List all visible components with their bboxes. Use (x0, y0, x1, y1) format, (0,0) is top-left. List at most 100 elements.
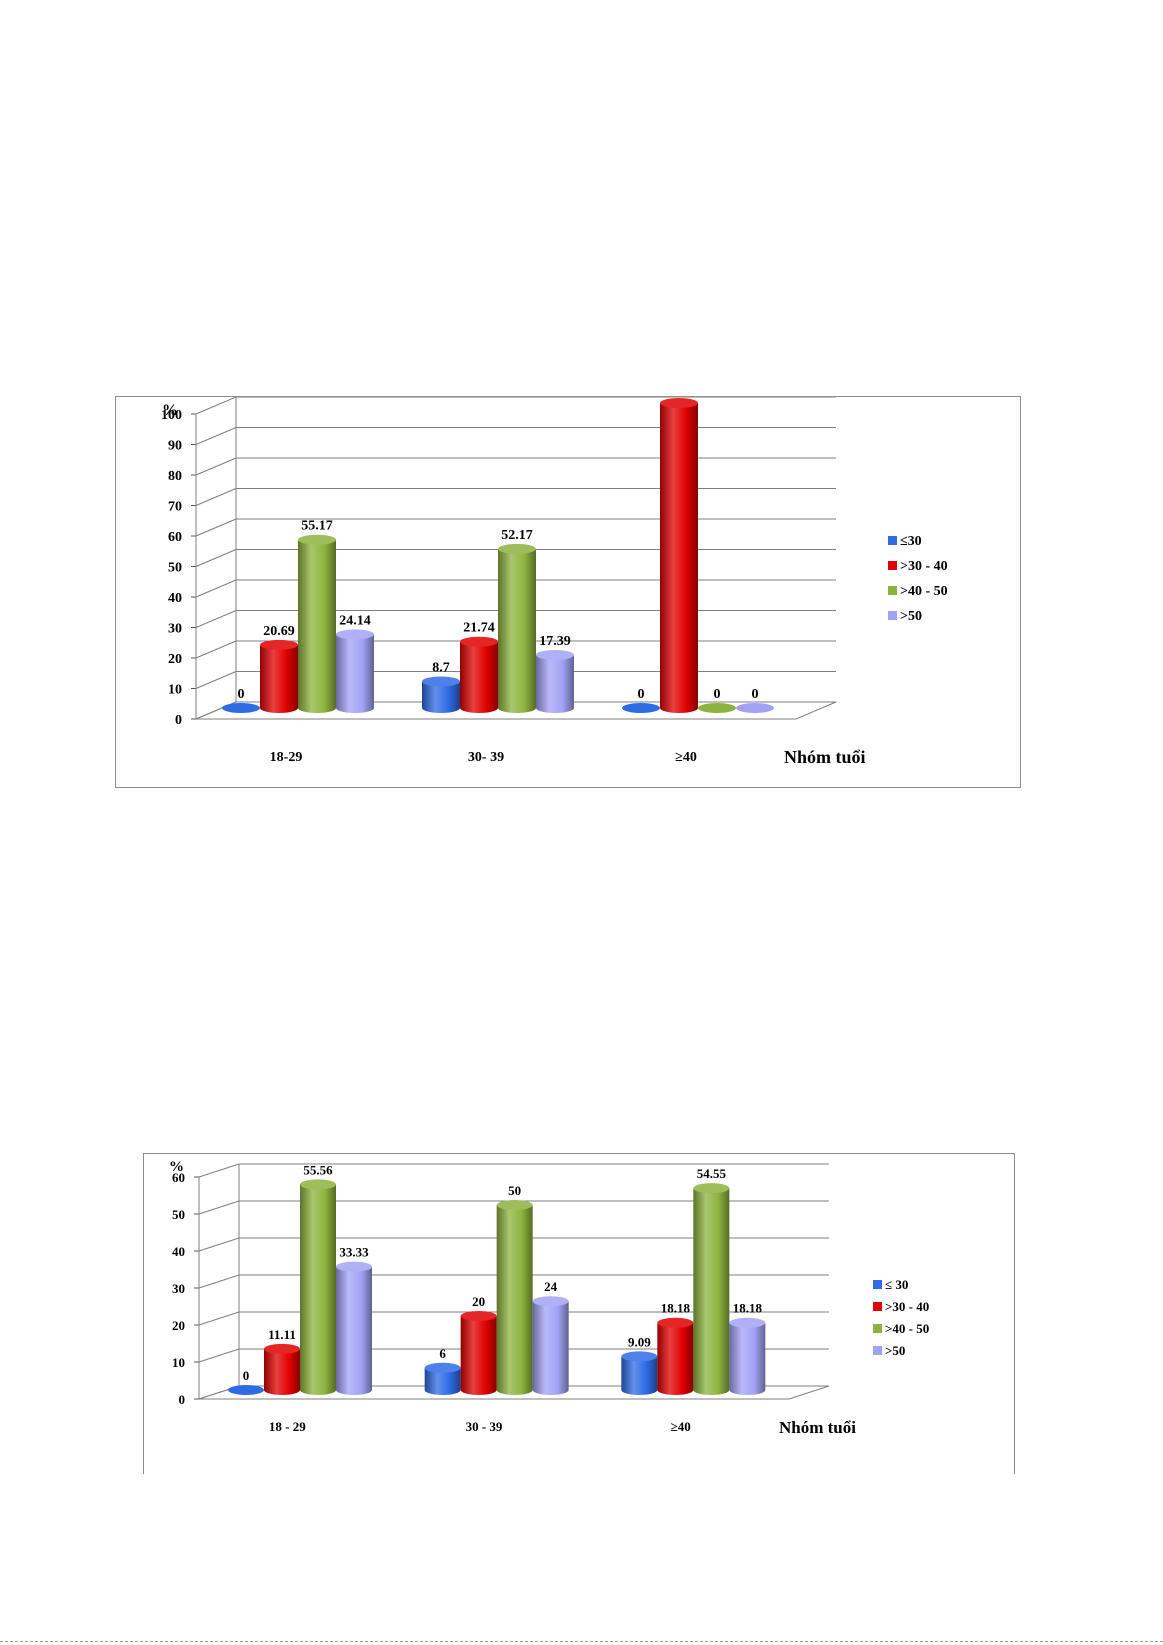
y-tick-label: 100 (161, 408, 182, 423)
data-label: 9.09 (628, 1334, 651, 1349)
y-tick-label: 10 (172, 1355, 185, 1370)
bar-body (536, 654, 574, 713)
legend-swatch (873, 1302, 882, 1311)
chart-1: 0 10 20 30 40 50 60 70 80 90 100% 0 20.69 55.17 24.14 1… (115, 396, 1021, 788)
data-label: 6 (439, 1346, 446, 1361)
data-label: 24.14 (339, 613, 371, 628)
gridline-side (198, 1163, 240, 1178)
bar-zero-disc (222, 703, 260, 713)
bar-top (660, 398, 698, 408)
bar-body (460, 641, 498, 713)
bar-top (298, 534, 336, 545)
bar-top (264, 1343, 300, 1354)
bar-top (496, 1200, 533, 1210)
bar-body (298, 539, 336, 713)
bar-top (424, 1362, 461, 1373)
chart-2: 0 10 20 30 40 50 60% 0 11.11 55.56 33.33 18 - 29 6 20… (143, 1153, 1015, 1474)
gridline-side (195, 579, 237, 598)
data-label: 0 (752, 687, 759, 702)
bar-top (621, 1351, 658, 1362)
bar (222, 703, 260, 713)
bar (336, 629, 374, 713)
gridline-side (195, 610, 237, 628)
legend-label: >30 - 40 (900, 559, 948, 574)
gridline-side (195, 518, 237, 537)
bar (298, 534, 336, 713)
bar-top (498, 543, 536, 554)
data-label: 17.39 (539, 634, 571, 649)
bar (698, 703, 736, 713)
bar (422, 676, 460, 713)
data-label: 55.56 (303, 1162, 333, 1177)
legend-swatch (873, 1280, 882, 1289)
y-tick-label: 0 (179, 1392, 186, 1407)
gridline-side (195, 640, 237, 659)
data-label: 24 (544, 1279, 558, 1294)
chart-floor (198, 1385, 830, 1400)
y-tick-label: 80 (168, 469, 182, 484)
bar (424, 1362, 461, 1395)
chart-2-svg: 0 10 20 30 40 50 60% 0 11.11 55.56 33.33 18 - 29 6 20… (169, 1159, 929, 1437)
legend-label: >50 (885, 1343, 905, 1358)
gridline-side (198, 1311, 240, 1326)
bar (336, 1261, 372, 1395)
y-tick-label: 90 (168, 439, 182, 454)
data-label: 55.17 (301, 519, 333, 534)
legend-swatch (888, 536, 897, 545)
gridline-side (198, 1237, 240, 1252)
data-label: 50 (508, 1183, 521, 1198)
y-tick-label: 10 (168, 683, 182, 698)
bar (260, 639, 298, 713)
bar (300, 1179, 336, 1395)
bar (657, 1317, 694, 1395)
gridline-side (195, 671, 237, 689)
bar-zero-disc (736, 703, 774, 713)
bar-zero-disc (228, 1385, 264, 1395)
bar-body (300, 1184, 336, 1395)
y-tick-label: 50 (168, 561, 182, 576)
bar (729, 1317, 766, 1395)
data-label: 21.74 (463, 621, 495, 636)
x-tick-label: ≥40 (675, 750, 697, 765)
x-tick-label: 30- 39 (468, 750, 504, 765)
bar-body (264, 1348, 300, 1395)
data-label: 18.18 (733, 1301, 763, 1316)
data-label: 0 (714, 687, 721, 702)
legend-swatch (873, 1324, 882, 1333)
gridline-side (195, 397, 237, 415)
y-tick-label: 50 (172, 1207, 185, 1222)
bar-body (260, 644, 298, 713)
bar-body (532, 1301, 569, 1395)
gridline-side (198, 1348, 240, 1363)
bar-body (498, 548, 536, 713)
bar-body (729, 1322, 766, 1395)
bar-top (532, 1296, 569, 1307)
bar-top (536, 649, 574, 660)
data-label: 8.7 (432, 660, 450, 675)
bar-top (460, 636, 498, 647)
bar-body (693, 1188, 730, 1395)
bar-body (657, 1322, 694, 1395)
data-label: 54.55 (697, 1166, 727, 1181)
data-label: 52.17 (501, 528, 533, 543)
legend-swatch (888, 611, 897, 620)
gridline-side (198, 1274, 240, 1289)
x-tick-label: 30 - 39 (466, 1419, 503, 1434)
y-axis-label: % (162, 402, 178, 419)
data-label: 33.33 (339, 1245, 369, 1260)
y-tick-label: 30 (168, 622, 182, 637)
y-tick-label: 30 (172, 1281, 185, 1296)
data-label: 0 (243, 1368, 250, 1383)
bar (460, 636, 498, 713)
y-tick-label: 20 (168, 652, 182, 667)
bar (532, 1296, 569, 1395)
data-label: 0 (638, 687, 645, 702)
bar (621, 1351, 658, 1395)
legend-label: ≤30 (900, 534, 922, 549)
legend-swatch (888, 561, 897, 570)
y-axis-label: % (169, 1159, 184, 1175)
page-bottom-rule (0, 1641, 1163, 1642)
gridline-side (195, 488, 237, 506)
bar-top (336, 1261, 372, 1272)
y-tick-label: 60 (172, 1170, 185, 1185)
